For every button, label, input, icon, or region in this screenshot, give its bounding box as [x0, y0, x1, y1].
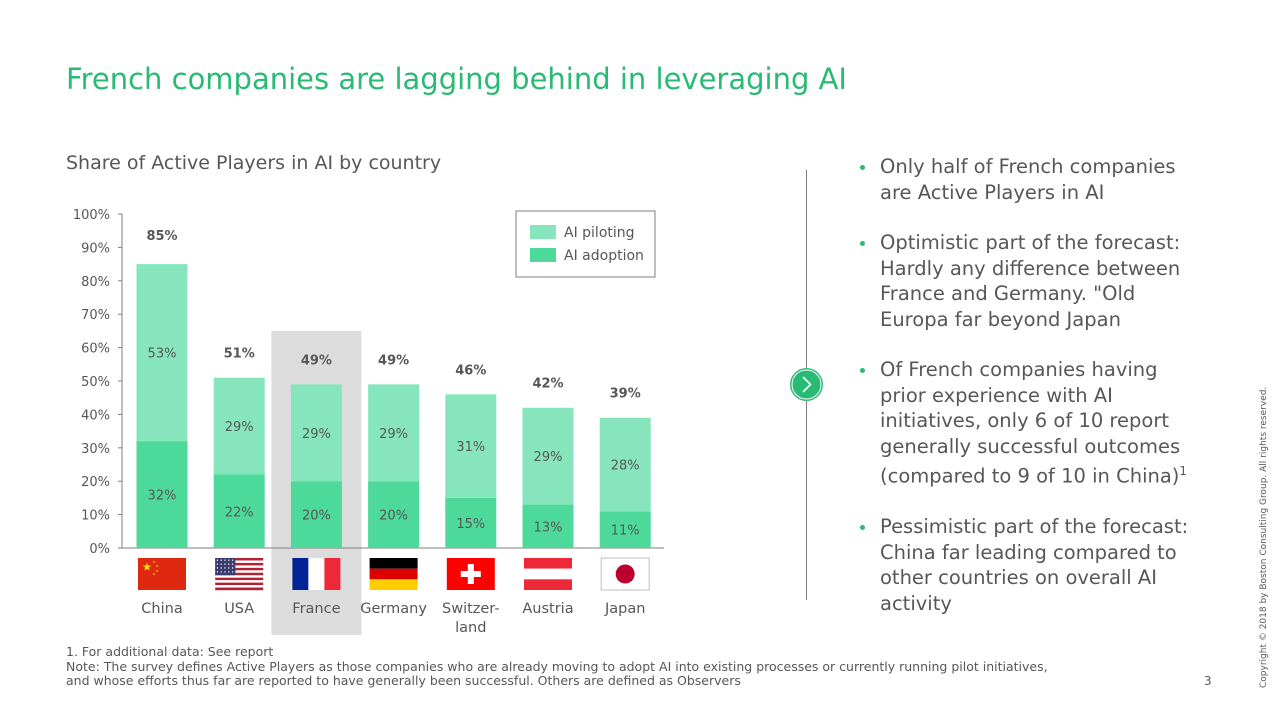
bar-piloting [599, 417, 651, 512]
y-tick-label: 10% [81, 509, 110, 524]
bar-chart: 0% 10% 20% 30% 40% 50% 60% 70% 80% 90% 100% 32% 53% 8… [73, 208, 664, 636]
chevron-right-icon [790, 368, 823, 401]
usa-flag-icon [215, 558, 264, 591]
x-category-label: Japan [604, 601, 645, 617]
x-category-label: USA [224, 601, 254, 617]
data-label-adoption: 11% [611, 524, 640, 539]
legend-label: AI piloting [564, 225, 635, 241]
footnotes: 1. For additional data: See report Note:… [66, 644, 1048, 689]
footnote-1: 1. For additional data: See report [66, 644, 274, 659]
data-label-piloting: 31% [456, 440, 485, 455]
footnote-marker: 1 [1179, 464, 1188, 478]
bar-adoption [445, 497, 497, 548]
bullet-item: Pessimistic part of the forecast: China … [856, 514, 1206, 616]
bar-adoption [599, 511, 651, 548]
bullet-text: Only half of French companies are Active… [880, 155, 1176, 204]
data-label-total: 49% [301, 353, 332, 368]
x-category-label: France [292, 601, 340, 617]
austria-flag-icon [524, 558, 572, 590]
x-category-label: Switzer- [442, 601, 500, 617]
data-label-piloting: 29% [379, 427, 408, 442]
legend-label: AI adoption [564, 248, 644, 264]
footnote-note-line-1: Note: The survey defines Active Players … [66, 658, 1048, 674]
x-category-label: China [141, 601, 182, 617]
bullet-item: Optimistic part of the forecast: Hardly … [856, 230, 1206, 332]
data-label-piloting: 28% [611, 459, 640, 474]
x-category-label: Austria [522, 601, 573, 617]
data-label-total: 85% [146, 229, 177, 244]
copyright-notice: Copyright © 2018 by Boston Consulting Gr… [1259, 386, 1269, 688]
y-tick-label: 60% [81, 342, 110, 357]
bullet-text: Of French companies having prior experie… [880, 358, 1181, 488]
chart-title: Share of Active Players in AI by country [66, 152, 442, 174]
y-tick-label: 90% [81, 241, 110, 256]
bar-adoption [290, 481, 342, 548]
data-label-total: 46% [455, 363, 486, 378]
bar-adoption [213, 474, 265, 548]
y-tick-label: 0% [89, 542, 110, 557]
bar-adoption [136, 441, 188, 548]
bullet-item: Of French companies having prior experie… [856, 357, 1206, 489]
bar-piloting [445, 394, 497, 498]
france-flag-icon [292, 558, 341, 590]
data-label-adoption: 20% [379, 509, 408, 524]
data-label-piloting: 29% [302, 427, 331, 442]
data-label-total: 49% [378, 353, 409, 368]
data-label-adoption: 20% [302, 509, 331, 524]
data-label-adoption: 13% [534, 520, 563, 535]
data-label-adoption: 22% [225, 505, 254, 520]
y-tick-label: 40% [81, 408, 110, 423]
page-number: 3 [1204, 674, 1212, 688]
switzerland-flag-icon [446, 558, 495, 590]
data-label-total: 51% [224, 347, 255, 362]
bar-piloting [290, 384, 342, 482]
japan-flag-icon [600, 557, 650, 591]
bar-adoption [368, 481, 420, 548]
bar-piloting [522, 407, 574, 505]
bullet-text: Optimistic part of the forecast: Hardly … [880, 231, 1181, 331]
footnote-note-line-2: and whose efforts thus far are reported … [66, 673, 741, 688]
bar-adoption [522, 504, 574, 548]
key-findings-list: Only half of French companies are Active… [856, 154, 1206, 641]
bar-piloting [213, 377, 265, 475]
y-tick-label: 100% [73, 208, 110, 223]
data-label-piloting: 53% [148, 347, 177, 362]
y-tick-label: 30% [81, 442, 110, 457]
legend-swatch [530, 248, 556, 262]
data-label-adoption: 32% [148, 489, 177, 504]
bar-piloting [136, 264, 188, 442]
y-tick-label: 80% [81, 275, 110, 290]
bullet-text: Pessimistic part of the forecast: China … [880, 515, 1189, 615]
y-tick-label: 20% [81, 475, 110, 490]
data-label-adoption: 15% [456, 517, 485, 532]
y-tick-label: 70% [81, 308, 110, 323]
bar-piloting [368, 384, 420, 482]
bullet-item: Only half of French companies are Active… [856, 154, 1206, 205]
data-label-piloting: 29% [225, 420, 254, 435]
slide-title: French companies are lagging behind in l… [66, 62, 847, 96]
legend-swatch [530, 225, 556, 239]
x-category-label: Germany [360, 601, 427, 617]
germany-flag-icon [369, 558, 418, 590]
y-tick-label: 50% [81, 375, 110, 390]
x-category-label: land [455, 620, 486, 636]
china-flag-icon [138, 558, 186, 590]
data-label-total: 42% [532, 377, 563, 392]
legend-box [515, 210, 656, 278]
data-label-piloting: 29% [534, 450, 563, 465]
data-label-total: 39% [610, 387, 641, 402]
